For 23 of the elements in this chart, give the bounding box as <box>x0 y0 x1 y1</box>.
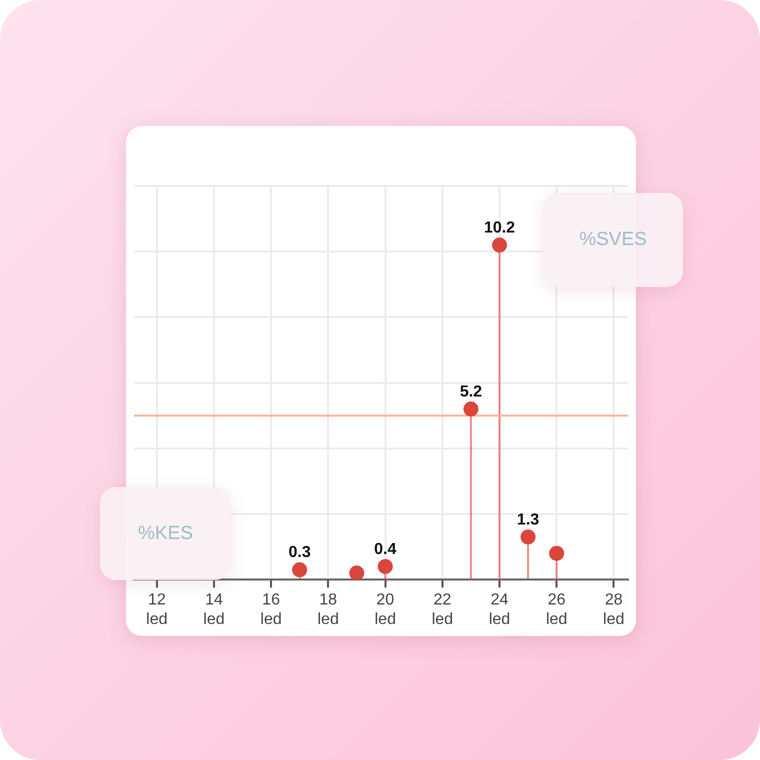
point <box>549 546 564 561</box>
x-tick-label: 12 led <box>146 592 168 628</box>
data-label: 1.3 <box>516 511 540 528</box>
x-tick-label: 14 led <box>203 592 225 628</box>
data-label: 10.2 <box>484 219 516 236</box>
x-tick-label: 24 led <box>488 592 510 628</box>
point <box>292 562 308 578</box>
x-tick-label: 18 led <box>317 592 339 628</box>
data-label: 5.2 <box>460 383 482 400</box>
text-badge: %SVES <box>543 193 683 287</box>
point <box>349 566 364 580</box>
x-tick-label: 22 led <box>432 592 454 628</box>
data-label: 0.4 <box>374 540 396 558</box>
point <box>492 238 508 253</box>
text-badge: %KES <box>100 487 231 580</box>
point <box>520 529 536 544</box>
data-label: 0.3 <box>288 544 311 562</box>
x-tick-label: 28 led <box>603 592 624 628</box>
x-tick-label: 16 led <box>260 592 282 628</box>
point <box>463 402 478 417</box>
point <box>378 558 393 574</box>
x-tick-label: 20 led <box>374 592 396 628</box>
x-tick-label: 26 led <box>546 592 568 628</box>
